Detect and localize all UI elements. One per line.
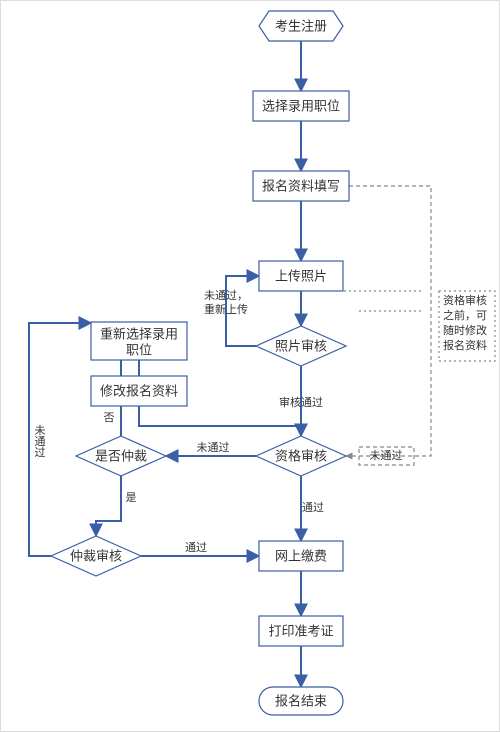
flowchart-canvas: 考生注册 选择录用职位 报名资料填写 上传照片 照片审核 重新选择录用 职位 修…	[1, 1, 500, 733]
side-note-l1: 资格审核	[443, 293, 487, 307]
node-reselect-label1: 重新选择录用	[100, 327, 178, 342]
node-end-label: 报名结束	[275, 694, 327, 709]
side-note-l2: 之前，可	[443, 308, 487, 322]
node-arbitrate-label: 是否仲裁	[95, 449, 147, 464]
node-upload-label: 上传照片	[275, 269, 327, 284]
label-fail-qualify: 未通过	[197, 441, 230, 454]
node-print-label: 打印准考证	[268, 624, 333, 639]
node-fill-label: 报名资料填写	[262, 179, 340, 194]
label-reupload2: 重新上传	[204, 302, 248, 316]
label-arb-yes: 是	[126, 491, 137, 504]
node-select-label: 选择录用职位	[262, 99, 340, 114]
label-reupload1: 未通过，	[204, 289, 248, 302]
node-reselect-label2: 职位	[126, 343, 152, 358]
node-pay-label: 网上缴费	[275, 549, 327, 564]
label-dashed-fail: 未通过	[370, 449, 403, 462]
node-modify-label: 修改报名资料	[100, 384, 178, 399]
edge-arbitrate-arbreview	[96, 476, 121, 536]
node-qualify-label: 资格审核	[275, 449, 327, 464]
side-note-l3: 随时修改	[443, 323, 487, 337]
edge-dashed-fill-qualify	[346, 186, 431, 456]
label-arb-pass: 通过	[185, 541, 207, 554]
label-arb-fail: 未通过	[33, 424, 46, 457]
label-arb-no: 否	[104, 412, 115, 424]
label-pass-qualify: 通过	[302, 501, 324, 514]
label-pass-photo: 审核通过	[279, 395, 323, 409]
node-register-label: 考生注册	[275, 19, 327, 34]
side-note-l4: 报名资料	[443, 338, 487, 352]
node-photo-label: 照片审核	[275, 339, 327, 354]
node-arbreview-label: 仲裁审核	[70, 549, 122, 564]
edge-modify-qualify	[139, 406, 301, 426]
